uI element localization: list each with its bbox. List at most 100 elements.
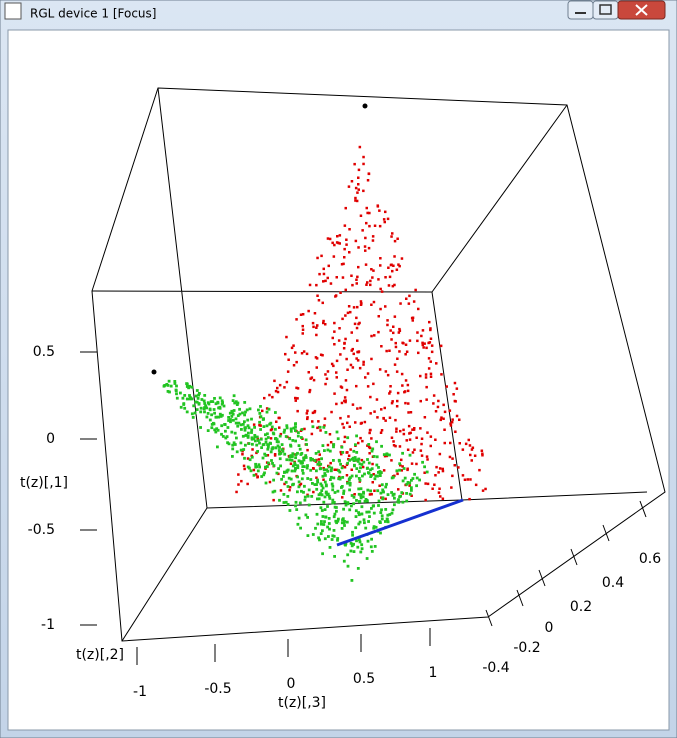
green-point — [279, 452, 283, 455]
green-point — [200, 398, 204, 401]
green-point — [323, 480, 327, 484]
red-point — [292, 344, 295, 347]
red-point — [367, 246, 371, 250]
red-point — [419, 449, 423, 452]
red-point — [440, 416, 443, 419]
red-point — [246, 482, 249, 486]
red-point — [481, 452, 484, 455]
green-point — [367, 471, 371, 475]
green-point — [368, 515, 371, 518]
red-point — [350, 468, 353, 471]
green-point — [350, 474, 354, 478]
green-point — [299, 461, 303, 464]
green-point — [239, 448, 243, 452]
green-point — [350, 504, 353, 508]
green-point — [296, 434, 300, 438]
green-point — [329, 478, 332, 481]
tick-label: 0 — [545, 620, 554, 636]
green-point — [191, 416, 195, 419]
green-point — [321, 474, 325, 478]
maximize-button[interactable] — [592, 0, 619, 20]
green-point — [223, 423, 226, 426]
red-point — [358, 145, 362, 149]
red-point — [357, 176, 360, 179]
window-title: RGL device 1 [Focus] — [30, 7, 156, 21]
red-point — [370, 268, 373, 271]
green-point — [372, 455, 376, 458]
red-point — [369, 412, 372, 415]
red-point — [312, 325, 315, 329]
green-point — [294, 456, 297, 460]
green-point — [346, 502, 350, 506]
green-point — [316, 522, 320, 526]
green-point — [302, 456, 305, 460]
red-point — [340, 401, 344, 405]
red-point — [295, 360, 298, 364]
red-point — [452, 393, 455, 396]
green-point — [366, 539, 370, 543]
red-point — [340, 263, 344, 266]
red-point — [448, 455, 452, 459]
point-cloud — [162, 145, 487, 582]
green-point — [268, 422, 272, 426]
minimize-button[interactable] — [567, 0, 594, 20]
green-point — [282, 475, 285, 478]
green-point — [224, 429, 227, 433]
green-point — [277, 440, 280, 444]
green-point — [192, 404, 196, 408]
green-point — [341, 517, 345, 521]
green-point — [250, 428, 254, 432]
red-point — [392, 331, 395, 335]
red-point — [437, 491, 441, 494]
red-point — [438, 487, 441, 490]
green-point — [258, 420, 261, 424]
red-point — [357, 246, 360, 249]
green-point — [376, 489, 380, 493]
green-point — [281, 448, 284, 451]
green-point — [311, 425, 315, 429]
green-point — [331, 484, 335, 488]
green-point — [275, 471, 279, 475]
green-point — [326, 492, 330, 496]
green-point — [406, 481, 410, 484]
red-point — [383, 406, 386, 410]
red-point — [366, 179, 370, 182]
green-point — [307, 488, 311, 492]
green-point — [335, 506, 338, 509]
black-point — [362, 103, 368, 109]
green-point — [360, 505, 364, 509]
green-point — [317, 493, 321, 497]
red-point — [458, 442, 461, 445]
green-point — [349, 541, 353, 545]
green-point — [266, 436, 270, 439]
red-point — [376, 416, 379, 419]
red-point — [315, 333, 318, 337]
red-point — [451, 474, 454, 478]
red-point — [254, 473, 258, 476]
green-point — [380, 508, 383, 512]
red-point — [368, 428, 372, 432]
red-point — [474, 483, 478, 487]
red-point — [397, 331, 401, 334]
red-point — [307, 371, 310, 374]
red-point — [393, 315, 397, 318]
green-point — [185, 385, 189, 388]
red-point — [344, 337, 347, 341]
green-point — [359, 466, 362, 470]
green-point — [346, 564, 350, 568]
green-point — [323, 508, 327, 511]
red-point — [402, 342, 405, 345]
red-point — [305, 352, 309, 356]
red-point — [351, 347, 354, 351]
green-point — [199, 410, 203, 414]
green-point — [379, 491, 383, 495]
red-point — [383, 454, 387, 458]
red-point — [392, 325, 395, 328]
green-point — [340, 521, 344, 525]
green-point — [309, 468, 313, 472]
red-point — [408, 432, 411, 435]
red-point — [399, 429, 402, 433]
green-point — [234, 417, 238, 421]
window-controls[interactable] — [567, 0, 666, 20]
green-point — [310, 495, 314, 498]
